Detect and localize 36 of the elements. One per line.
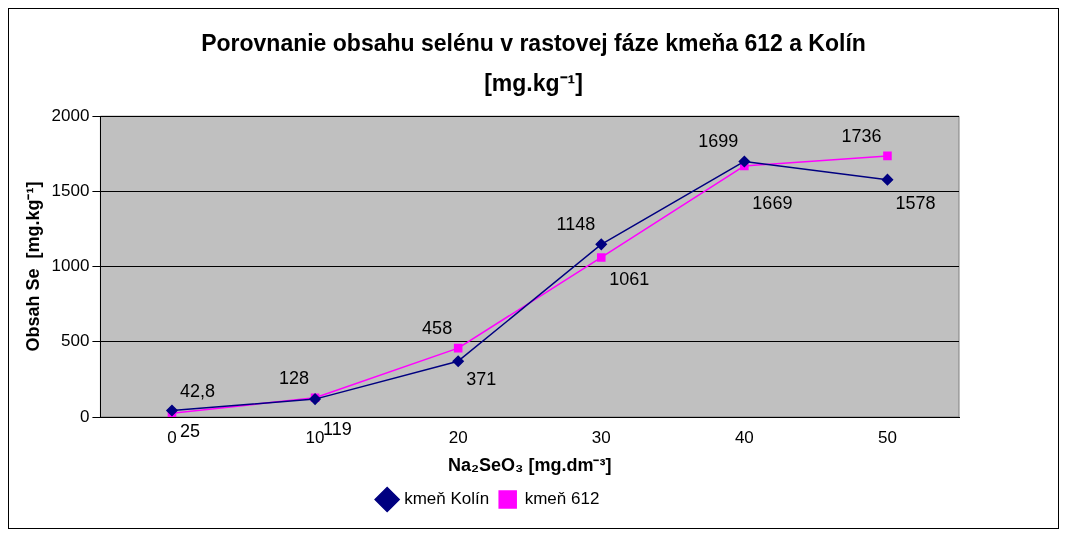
data-label: 1669 [752, 193, 793, 214]
point [452, 355, 464, 367]
data-label: 42,8 [179, 380, 216, 401]
point [881, 173, 894, 186]
point [596, 253, 606, 262]
data-label: 25 [179, 421, 200, 442]
point [883, 151, 892, 161]
x-axis-title: Na₂SeO₃ [mg.dm⁻³] [448, 455, 612, 476]
y-tick-label: 1000 [51, 256, 90, 276]
y-tick-label: 0 [79, 406, 90, 426]
x-tick-label: 10 [305, 427, 325, 447]
legend-label: kmeň Kolín [404, 489, 490, 509]
point [738, 155, 751, 168]
x-tick-label: 20 [448, 427, 468, 447]
x-tick-label: 0 [167, 427, 177, 447]
chart-title: Porovnanie obsahu selénu v rastovej fáze kmeňa 612 a Kolín [mg.kg⁻¹] [200, 29, 867, 98]
y-tick-label: 2000 [51, 105, 90, 125]
data-label: 1699 [698, 131, 739, 152]
x-tick-label: 50 [877, 427, 897, 447]
y-tick-label: 1500 [51, 181, 90, 201]
data-label: 371 [466, 369, 497, 390]
data-label: 128 [279, 367, 310, 388]
data-label: 458 [422, 318, 453, 339]
data-label: 1061 [609, 268, 650, 289]
y-tick-label: 500 [61, 331, 90, 351]
x-tick-label: 30 [591, 427, 611, 447]
legend-label: kmeň 612 [524, 489, 600, 509]
y-axis-title: Obsah Se [mg.kg⁻¹] [22, 181, 43, 352]
point [166, 404, 178, 417]
x-tick-label: 40 [734, 427, 754, 447]
data-label: 119 [323, 418, 352, 439]
data-label: 1578 [895, 193, 936, 214]
point [595, 238, 608, 251]
data-label: 1148 [556, 214, 596, 235]
point [453, 343, 463, 353]
data-label: 1736 [841, 125, 882, 146]
